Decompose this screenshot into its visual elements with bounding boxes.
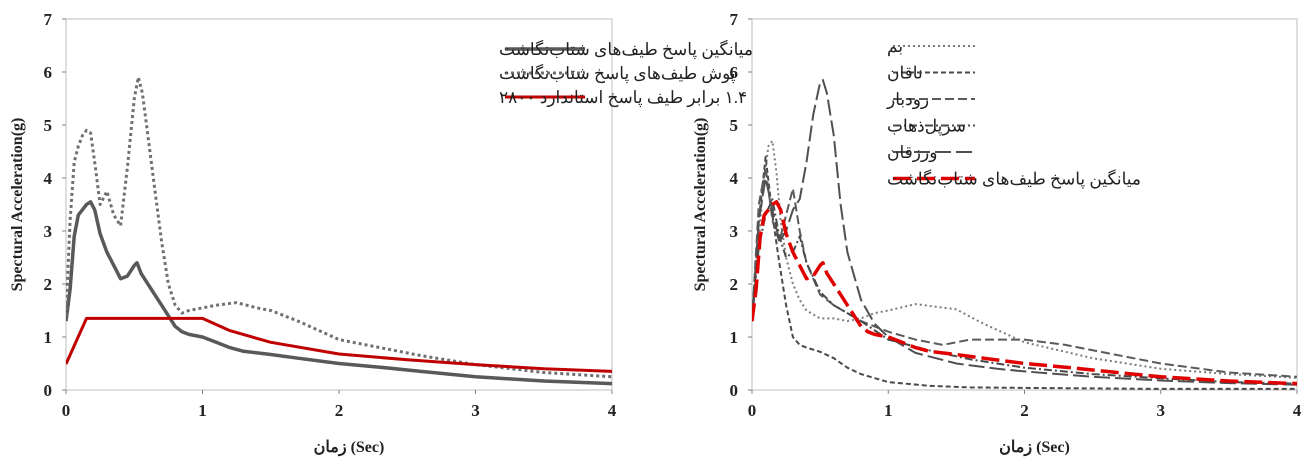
y-tick-label: 5 [730,116,739,135]
chart-left: 0 1 2 3 4 5 6 7 0 1 2 3 4 زمان (Sec) Spectural Acceler… [9,10,753,457]
legend: میانگین پاسخ طیف‌های شتاب‌نگاشت پوش طیف‌ه… [499,39,753,108]
y-tick-label: 2 [44,275,53,294]
legend-label: سرپل‌ذهاب [887,117,966,137]
legend: بم ناقان رودبار سرپل‌ذهاب ورزقان میانگین پاسخ… [886,37,1141,190]
series-line-1 [66,200,612,386]
series-line-2 [752,155,1297,390]
series-line-5 [752,79,1297,386]
x-tick-label: 1 [198,401,207,420]
series-line-1 [752,139,1297,379]
plot-frame [751,18,1298,391]
y-tick-label: 7 [44,10,53,29]
x-tick-label: 4 [1293,401,1302,420]
legend-label: ورزقان [887,143,937,163]
y-tick-label: 1 [44,328,53,347]
y-tick-label: 4 [44,169,53,188]
chart-right: 0 1 2 3 4 5 6 7 0 1 2 3 4 زمان (Sec) Spectural Acceler… [692,10,1302,457]
legend-label: بم [887,37,903,57]
x-tick-label: 1 [884,401,893,420]
x-tick-label: 3 [471,401,480,420]
x-axis-label: زمان (Sec) [314,439,385,457]
y-axis-label: Spectural Acceleration(g) [9,118,26,292]
y-tick-label: 3 [730,222,739,241]
x-tick-label: 4 [608,401,617,420]
y-tick-label: 1 [730,328,739,347]
y-tick-label: 5 [44,116,53,135]
series-line-6 [752,200,1297,386]
y-tick-label: 6 [44,63,53,82]
series-group [752,79,1297,390]
x-tick-label: 2 [1020,401,1029,420]
x-tick-label: 0 [62,401,71,420]
series-line-2 [66,75,612,379]
y-tick-label: 0 [730,381,739,400]
y-tick-label: 6 [730,63,739,82]
x-tick-label: 2 [335,401,344,420]
series-group [66,75,612,386]
x-tick-label: 0 [748,401,757,420]
legend-label: میانگین پاسخ طیف‌های شتاب‌نگاشت [499,39,753,60]
legend-label: ۱.۴ برابر طیف پاسخ استاندارد ۲۸۰۰ [499,88,747,108]
legend-label: رودبار [886,90,929,110]
y-tick-label: 0 [44,381,53,400]
x-axis-label: زمان (Sec) [999,439,1070,457]
x-tick-label: 3 [1157,401,1166,420]
series-line-3 [66,316,612,373]
legend-label: پوش طیف‌های پاسخ شتاب‌نگاشت [499,63,736,84]
y-axis-label: Spectural Acceleration(g) [692,118,709,292]
y-tick-label: 2 [730,275,739,294]
series-line-4 [752,198,1297,385]
y-tick-label: 3 [44,222,53,241]
y-tick-label: 4 [730,169,739,188]
y-tick-label: 7 [730,10,739,29]
series-line-3 [752,166,1297,378]
legend-label: ناقان [887,64,923,83]
legend-label: میانگین پاسخ طیف‌های شتاب‌نگاشت [887,169,1141,190]
